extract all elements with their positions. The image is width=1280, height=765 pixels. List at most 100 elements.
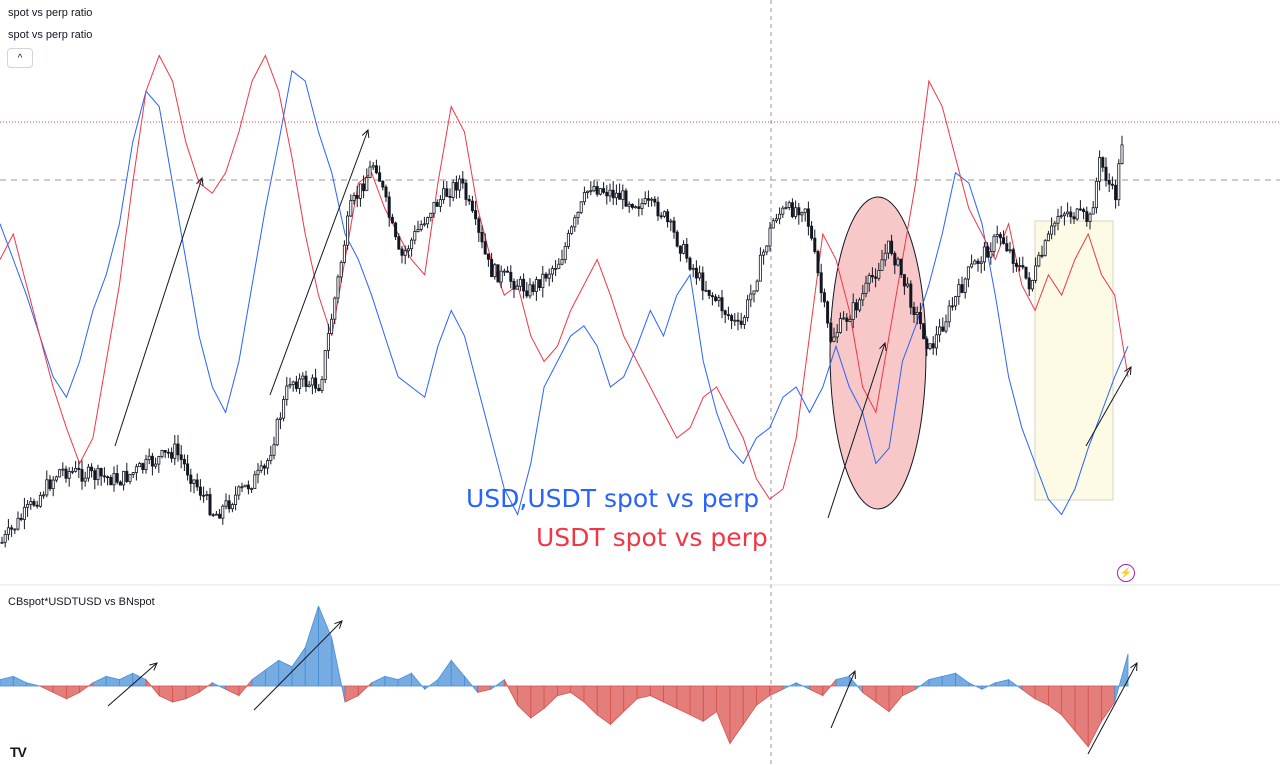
highlight-ellipse[interactable] (829, 196, 927, 510)
candle-body (22, 506, 26, 520)
candle-body (960, 284, 964, 293)
candle-body (1107, 179, 1111, 185)
candle-body (906, 283, 910, 287)
candle-body (522, 278, 526, 292)
candle-body (515, 285, 519, 290)
highlight-rectangle[interactable] (1034, 220, 1114, 501)
candle-body (973, 260, 977, 265)
candle-body (816, 251, 820, 274)
candle-body (771, 220, 775, 229)
candle-body (317, 387, 321, 391)
candle-body (422, 223, 426, 226)
collapse-legend-button[interactable]: ^ (7, 48, 33, 68)
chevron-up-icon: ^ (17, 52, 23, 64)
candle-body (614, 192, 618, 199)
candle-body (83, 477, 87, 482)
histogram-positive-segment (397, 672, 412, 687)
candle-body (250, 488, 254, 490)
histogram-negative-segment (610, 685, 625, 726)
candle-body (691, 267, 695, 270)
trend-arrow-head (334, 620, 343, 629)
histogram-negative-segment (676, 685, 691, 716)
histogram-negative-segment (477, 685, 492, 693)
histogram-negative-segment (158, 685, 173, 703)
ratio-lines-layer (0, 54, 1129, 516)
candle-body (573, 217, 577, 228)
trend-arrow-head (1124, 366, 1132, 376)
candle-body (595, 186, 599, 195)
candle-body (35, 504, 39, 507)
histogram-negative-segment (636, 685, 651, 700)
trend-arrow (827, 342, 886, 519)
candle-body (1021, 265, 1025, 268)
candle-body (26, 503, 30, 508)
candle-body (672, 220, 676, 233)
candle-body (912, 306, 916, 315)
candle-body (1117, 163, 1121, 201)
candle-body (739, 320, 743, 325)
candle-body (1085, 211, 1089, 222)
candle-body (304, 375, 308, 387)
annotation-blue-label[interactable]: USD,USDT spot vs perp (466, 484, 760, 513)
candle-body (701, 272, 705, 291)
lightning-glyph: ⚡ (1119, 567, 1133, 579)
candle-body (80, 469, 84, 482)
candle-body (1024, 266, 1028, 279)
candle-body (1043, 240, 1047, 256)
candle-body (451, 182, 455, 198)
histogram-negative-segment (769, 685, 784, 697)
candle-body (650, 198, 654, 201)
histogram-positive-segment (119, 672, 134, 687)
candle-body (243, 484, 247, 488)
histogram-positive-segment (251, 669, 266, 687)
candle-body (1059, 215, 1063, 218)
candle-body (13, 528, 17, 531)
candle-body (387, 196, 391, 218)
candle-body (141, 463, 145, 470)
trend-arrow-head (361, 128, 370, 139)
candle-body (477, 218, 481, 233)
candle-body (970, 263, 974, 268)
candle-body (502, 270, 506, 273)
candle-body (579, 201, 583, 213)
candle-body (659, 215, 663, 218)
candle-body (698, 272, 702, 279)
candle-body (339, 261, 343, 278)
candle-body (627, 203, 631, 207)
candle-body (915, 311, 919, 315)
histogram-negative-segment (583, 685, 598, 716)
candle-body (563, 246, 567, 261)
legend-ratio-1[interactable]: spot vs perp ratio (8, 7, 93, 19)
candle-body (957, 284, 961, 298)
candle-body (496, 264, 500, 283)
tradingview-logo-icon[interactable]: TV (10, 744, 27, 760)
histogram-negative-segment (862, 685, 877, 703)
candle-body (934, 334, 938, 349)
candle-body (618, 192, 622, 200)
candle-body (1030, 279, 1034, 290)
blue-ratio-line (0, 69, 1129, 516)
candle-body (752, 290, 756, 295)
candle-body (38, 494, 42, 507)
candle-body (307, 384, 311, 388)
candle-body (922, 323, 926, 340)
annotation-red-label[interactable]: USDT spot vs perp (536, 523, 768, 552)
candle-body (189, 474, 193, 484)
histogram-negative-segment (517, 685, 532, 719)
candle-body (592, 186, 596, 192)
candle-body (262, 465, 266, 469)
candle-body (1050, 225, 1054, 235)
candle-body (717, 297, 721, 302)
candle-body (589, 190, 593, 193)
lightning-icon[interactable]: ⚡ (1117, 564, 1135, 582)
legend-ratio-2[interactable]: spot vs perp ratio (8, 29, 93, 41)
candle-body (566, 232, 570, 247)
candle-body (685, 243, 689, 259)
histogram-positive-segment (941, 672, 956, 687)
candle-body (410, 239, 414, 250)
candle-body (157, 456, 161, 465)
lower-pane-title[interactable]: CBspot*USDTUSD vs BNspot (8, 596, 155, 608)
candle-body (115, 473, 119, 483)
trend-arrow (1085, 366, 1132, 447)
